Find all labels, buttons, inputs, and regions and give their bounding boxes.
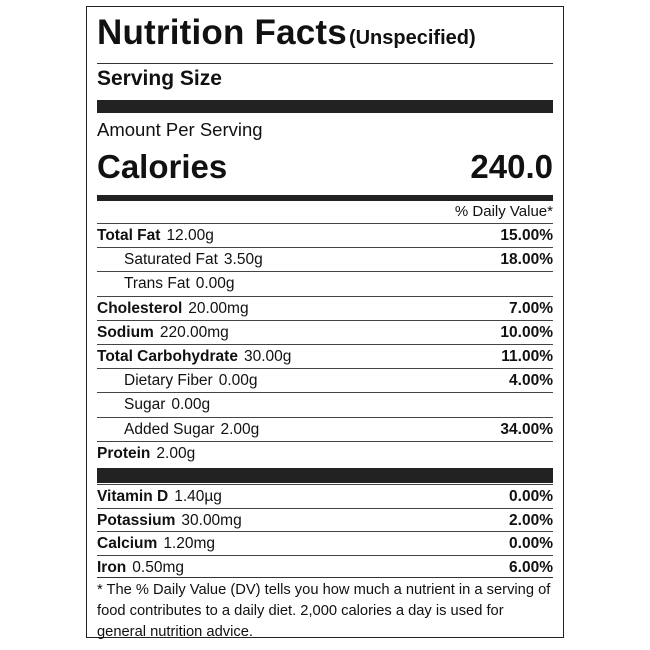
label-subtitle: (Unspecified) xyxy=(348,27,476,49)
nutrient-left: Trans Fat 0.00g xyxy=(124,272,235,296)
calories-label: Calories xyxy=(97,148,228,185)
nutrient-daily-value: 6.00% xyxy=(509,559,553,576)
nutrient-row: Iron 0.50mg 6.00% xyxy=(97,555,553,580)
thick-divider xyxy=(97,100,553,113)
nutrient-name: Sodium xyxy=(97,324,154,341)
nutrient-daily-value: 0.00% xyxy=(509,535,553,552)
nutrient-name: Trans Fat xyxy=(124,275,190,292)
nutrient-left: Dietary Fiber 0.00g xyxy=(124,369,258,393)
calories-row: Calories 240.0 xyxy=(97,148,553,192)
nutrient-row: Added Sugar 2.00g 34.00% xyxy=(97,417,553,442)
thick-divider xyxy=(97,468,553,483)
nutrient-row: Dietary Fiber 0.00g 4.00% xyxy=(97,368,553,393)
nutrient-amount: 2.00g xyxy=(156,445,196,462)
nutrient-row: Trans Fat 0.00g xyxy=(97,271,553,296)
nutrient-name: Calcium xyxy=(97,535,158,552)
nutrient-daily-value: 34.00% xyxy=(500,421,553,438)
nutrient-left: Sugar 0.00g xyxy=(124,393,210,417)
nutrient-row: Total Fat 12.00g 15.00% xyxy=(97,223,553,248)
nutrient-row: Vitamin D 1.40µg 0.00% xyxy=(97,484,553,509)
nutrient-amount: 1.40µg xyxy=(174,488,222,505)
nutrient-name: Dietary Fiber xyxy=(124,372,213,389)
nutrient-amount: 20.00mg xyxy=(188,300,249,317)
nutrient-daily-value: 18.00% xyxy=(500,251,553,268)
nutrient-daily-value: 2.00% xyxy=(509,512,553,529)
nutrient-left: Total Fat 12.00g xyxy=(97,224,214,248)
nutrient-daily-value: 4.00% xyxy=(509,372,553,389)
nutrient-left: Vitamin D 1.40µg xyxy=(97,485,222,509)
nutrient-left: Calcium 1.20mg xyxy=(97,532,215,556)
nutrient-row: Saturated Fat 3.50g 18.00% xyxy=(97,247,553,272)
nutrient-name: Total Carbohydrate xyxy=(97,348,238,365)
nutrient-left: Sodium 220.00mg xyxy=(97,321,229,345)
divider xyxy=(97,63,553,64)
calories-value: 240.0 xyxy=(470,148,553,185)
nutrient-amount: 12.00g xyxy=(166,227,214,244)
medium-divider xyxy=(97,195,553,201)
nutrient-amount: 0.50mg xyxy=(132,559,184,576)
nutrient-row: Calcium 1.20mg 0.00% xyxy=(97,531,553,556)
nutrient-row: Cholesterol 20.00mg 7.00% xyxy=(97,296,553,321)
nutrient-daily-value: 7.00% xyxy=(509,300,553,317)
nutrient-amount: 30.00mg xyxy=(181,512,242,529)
nutrient-daily-value: 0.00% xyxy=(509,488,553,505)
nutrient-name: Potassium xyxy=(97,512,176,529)
label-title: Nutrition Facts xyxy=(97,13,347,52)
nutrient-amount: 0.00g xyxy=(195,275,235,292)
nutrient-name: Added Sugar xyxy=(124,421,215,438)
nutrition-label: Nutrition Facts (Unspecified) Serving Siz… xyxy=(86,6,564,640)
nutrient-row: Sodium 220.00mg 10.00% xyxy=(97,320,553,345)
amount-per-serving: Amount Per Serving xyxy=(97,119,263,140)
footnote: * The % Daily Value (DV) tells you how m… xyxy=(97,582,551,640)
nutrient-name: Total Fat xyxy=(97,227,161,244)
nutrient-amount: 220.00mg xyxy=(159,324,229,341)
nutrient-row: Protein 2.00g xyxy=(97,441,553,466)
daily-value-header: % Daily Value* xyxy=(454,203,553,220)
nutrient-name: Cholesterol xyxy=(97,300,183,317)
nutrient-amount: 1.20mg xyxy=(163,535,216,552)
nutrient-name: Protein xyxy=(97,445,151,462)
nutrient-name: Iron xyxy=(97,559,127,576)
title-row: Nutrition Facts (Unspecified) xyxy=(97,13,553,61)
nutrient-name: Saturated Fat xyxy=(124,251,218,268)
divider xyxy=(97,577,553,578)
nutrient-left: Added Sugar 2.00g xyxy=(124,418,259,442)
nutrient-row: Sugar 0.00g xyxy=(97,392,553,417)
nutrient-row: Total Carbohydrate 30.00g 11.00% xyxy=(97,344,553,369)
nutrient-amount: 3.50g xyxy=(223,251,263,268)
nutrient-row: Potassium 30.00mg 2.00% xyxy=(97,508,553,533)
nutrient-left: Cholesterol 20.00mg xyxy=(97,297,249,321)
nutrient-amount: 30.00g xyxy=(243,348,292,365)
nutrient-daily-value: 10.00% xyxy=(500,324,553,341)
nutrient-name: Vitamin D xyxy=(97,488,169,505)
nutrient-amount: 2.00g xyxy=(220,421,260,438)
serving-size-label: Serving Size xyxy=(97,67,222,90)
nutrient-daily-value: 15.00% xyxy=(500,227,553,244)
nutrient-amount: 0.00g xyxy=(171,396,211,413)
nutrient-left: Protein 2.00g xyxy=(97,442,195,466)
nutrient-name: Sugar xyxy=(124,396,166,413)
nutrient-left: Potassium 30.00mg xyxy=(97,509,242,533)
nutrient-left: Saturated Fat 3.50g xyxy=(124,248,263,272)
nutrient-left: Total Carbohydrate 30.00g xyxy=(97,345,291,369)
nutrient-daily-value: 11.00% xyxy=(501,348,553,365)
nutrient-left: Iron 0.50mg xyxy=(97,556,184,580)
nutrient-amount: 0.00g xyxy=(218,372,258,389)
